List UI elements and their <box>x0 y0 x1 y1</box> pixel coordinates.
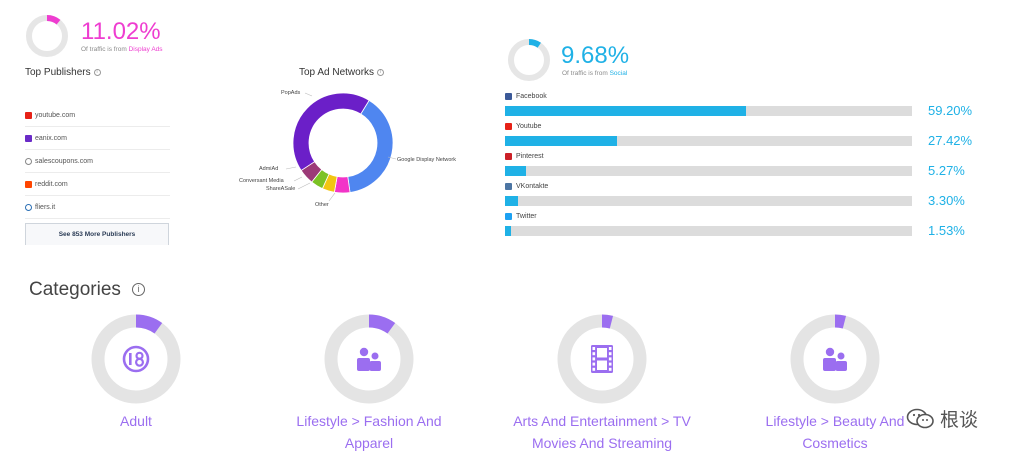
categories-title-text: Categories <box>29 279 121 300</box>
info-icon[interactable]: i <box>377 68 385 76</box>
social-source-label: VKontakte <box>516 183 549 190</box>
social-ring <box>508 39 550 81</box>
category-ring[interactable] <box>91 314 181 404</box>
publisher-label: salescoupons.com <box>35 158 93 165</box>
publisher-label: reddit.com <box>35 181 68 188</box>
watermark: 根谈 <box>906 405 978 432</box>
category-ring[interactable] <box>557 314 647 404</box>
publisher-row[interactable]: salescoupons.com <box>25 151 170 173</box>
check-box-icon <box>25 135 32 142</box>
category-label[interactable]: Lifestyle > Fashion And Apparel <box>264 410 474 454</box>
social-bar-fill <box>505 166 527 176</box>
ad-network-label-popads: PopAds <box>281 90 301 96</box>
display-ads-subtitle-prefix: Of traffic is from <box>81 46 129 53</box>
social-source-label: Facebook <box>516 93 547 100</box>
info-icon[interactable]: i <box>93 68 101 76</box>
ad-network-label-conversant-media: Conversant Media <box>239 178 284 184</box>
social-percent-value: 27.42% <box>928 133 973 148</box>
category-label[interactable]: Arts And Entertainment > TV Movies And St… <box>497 410 707 454</box>
category-label[interactable]: Adult <box>31 410 241 432</box>
ad-networks-leader-lines <box>285 92 397 202</box>
wechat-icon <box>906 408 934 428</box>
social-subtitle: Of traffic is from Social <box>562 70 627 77</box>
publisher-label: fliers.it <box>35 204 56 211</box>
social-bar-track <box>505 226 912 236</box>
category-label-line2: Movies And Streaming <box>531 435 673 451</box>
social-bar-fill <box>505 136 617 146</box>
top-ad-networks-title-text: Top Ad Networks <box>299 67 375 78</box>
globe-icon <box>25 158 32 165</box>
top-publishers-title-text: Top Publishers <box>25 67 91 78</box>
reddit-icon <box>25 181 32 188</box>
category-ring[interactable] <box>324 314 414 404</box>
social-percent-value: 1.53% <box>928 223 965 238</box>
publisher-row[interactable]: eanix.com <box>25 128 170 150</box>
display-ads-ring <box>26 15 68 57</box>
social-percent: 9.68% <box>561 42 630 69</box>
youtube-icon <box>505 123 512 130</box>
ad-network-label-admiad: AdmiAd <box>259 166 279 172</box>
category-label-line1: Lifestyle > Fashion And <box>296 413 442 429</box>
adult-18-icon <box>122 345 150 373</box>
display-ads-source-link[interactable]: Display Ads <box>128 46 163 53</box>
publisher-row[interactable]: fliers.it <box>25 197 170 219</box>
social-source-twitter[interactable]: Twitter <box>505 213 537 220</box>
publisher-label: youtube.com <box>35 112 76 119</box>
social-percent-value: 5.27% <box>928 163 965 178</box>
social-bar-fill <box>505 106 746 116</box>
social-source-label: Pinterest <box>516 153 544 160</box>
social-source-vkontakte[interactable]: VKontakte <box>505 183 548 190</box>
people-icon <box>823 347 847 371</box>
category-ring[interactable] <box>790 314 880 404</box>
social-source-youtube[interactable]: Youtube <box>505 123 541 130</box>
publisher-row[interactable]: youtube.com <box>25 105 170 127</box>
social-source-facebook[interactable]: Facebook <box>505 93 547 100</box>
see-more-publishers-button[interactable]: See 853 More Publishers <box>25 223 169 245</box>
ad-network-label-other: Other <box>315 202 329 208</box>
display-ads-percent: 11.02% <box>81 18 161 45</box>
category-label-line2: Cosmetics <box>802 435 868 451</box>
youtube-icon <box>25 112 32 119</box>
people-icon <box>357 347 381 371</box>
film-icon <box>591 345 613 373</box>
twitter-icon <box>505 213 512 220</box>
social-bar-track <box>505 166 912 176</box>
ad-network-label-google-display-network: Google Display Network <box>397 157 456 163</box>
social-bar-fill <box>505 226 512 236</box>
category-label-line1: Arts And Entertainment > TV <box>513 413 691 429</box>
ad-network-segment-popads[interactable] <box>292 92 370 171</box>
categories-title: Categories i <box>29 279 146 301</box>
social-percent-value: 3.30% <box>928 193 965 208</box>
social-subtitle-prefix: Of traffic is from <box>562 70 610 77</box>
category-label[interactable]: Lifestyle > Beauty And Cosmetics <box>730 410 940 454</box>
display-ads-subtitle: Of traffic is from Display Ads <box>81 46 163 53</box>
category-label-line2: Apparel <box>344 435 394 451</box>
category-label-line1: Lifestyle > Beauty And <box>765 413 905 429</box>
top-ad-networks-title: Top Ad Networks i <box>299 67 385 78</box>
social-bar-track <box>505 196 912 206</box>
pinterest-icon <box>505 153 512 160</box>
category-label-line1: Adult <box>120 413 152 429</box>
ad-network-label-shareasale: ShareASale <box>266 186 296 192</box>
publisher-label: eanix.com <box>35 135 67 142</box>
globe-icon <box>25 204 32 211</box>
info-icon[interactable]: i <box>132 283 146 297</box>
vkontakte-icon <box>505 183 512 190</box>
social-bar-track <box>505 136 912 146</box>
social-bar-fill <box>505 196 519 206</box>
social-bar-track <box>505 106 912 116</box>
top-publishers-title: Top Publishers i <box>25 67 101 78</box>
watermark-text: 根谈 <box>940 410 979 431</box>
social-source-label: Youtube <box>516 123 542 130</box>
facebook-icon <box>505 93 512 100</box>
publisher-row[interactable]: reddit.com <box>25 174 170 196</box>
social-percent-value: 59.20% <box>928 103 973 118</box>
ad-networks-donut-chart <box>292 92 394 194</box>
social-source-label: Twitter <box>516 213 537 220</box>
social-source-link[interactable]: Social <box>609 70 628 77</box>
social-source-pinterest[interactable]: Pinterest <box>505 153 544 160</box>
